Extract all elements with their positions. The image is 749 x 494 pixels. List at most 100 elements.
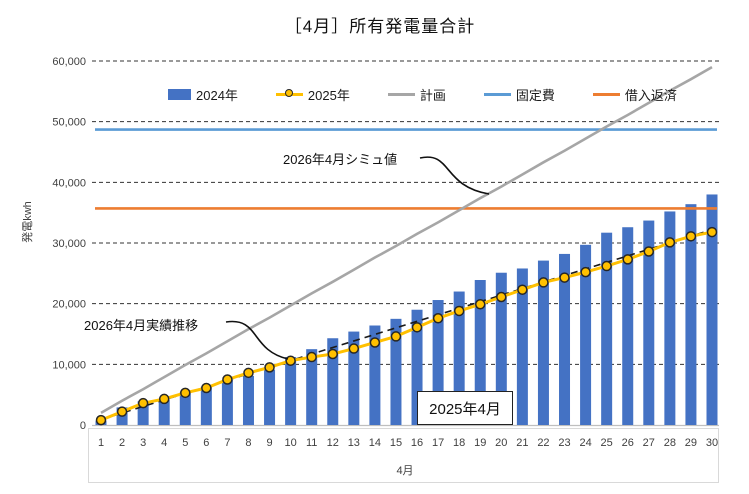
legend-item-2024[interactable]: 2024年	[168, 85, 238, 104]
x-tick-label: 1	[98, 437, 104, 449]
chart-title: ［4月］所有発電量合計	[284, 17, 476, 36]
marker-2025	[222, 374, 233, 385]
y-tick-label: 50,000	[52, 117, 86, 129]
annotation-sim-value: 2026年4月シミュ値	[283, 152, 398, 167]
bar-2024	[306, 349, 318, 425]
x-tick-label: 10	[284, 437, 296, 449]
marker-2025	[517, 284, 528, 295]
marker-2025	[201, 382, 212, 394]
marker-2025	[95, 414, 107, 426]
bar-2024	[242, 375, 254, 425]
marker-2025	[622, 254, 633, 265]
bar-2024	[348, 331, 360, 425]
marker-2025	[306, 351, 317, 363]
marker-2025	[706, 226, 718, 238]
y-tick-label: 10,000	[52, 359, 86, 371]
x-label-box	[88, 428, 719, 483]
marker-2025	[158, 393, 170, 405]
marker-2025	[538, 277, 549, 288]
circle-marker-icon	[284, 89, 293, 97]
marker-2025	[180, 387, 191, 399]
x-tick-label: 24	[579, 437, 591, 449]
x-tick-label: 28	[664, 437, 676, 449]
x-tick-label: 12	[327, 437, 339, 449]
bar-2024	[453, 291, 465, 425]
bar-2024	[200, 386, 212, 425]
x-tick-label: 17	[432, 437, 444, 449]
bar-2024	[432, 300, 444, 425]
bar-2024	[706, 194, 718, 425]
bar-2024	[369, 325, 381, 425]
line-swatch-icon	[592, 93, 620, 96]
bar-2024	[622, 227, 634, 425]
x-tick-label: 6	[203, 437, 209, 449]
y-axis-title: 発電kwh	[20, 201, 34, 243]
y-tick-label: 20,000	[52, 299, 86, 311]
bar-swatch-icon	[168, 89, 191, 100]
x-tick-label: 21	[516, 437, 528, 449]
bar-2024	[264, 369, 276, 425]
legend-label: 借入返済	[624, 88, 677, 103]
bar-2024	[285, 357, 297, 425]
legend-item-2025[interactable]: 2025年	[275, 85, 350, 104]
marker-2025	[116, 406, 128, 417]
legend-label: 固定費	[515, 88, 555, 103]
x-tick-label: 16	[411, 437, 423, 449]
x-tick-label: 30	[706, 437, 718, 449]
legend-label: 計画	[419, 88, 446, 103]
marker-2025	[285, 355, 296, 366]
x-tick-label: 11	[306, 437, 317, 449]
bar-2024	[643, 220, 655, 425]
marker-2025	[369, 337, 381, 348]
bar-2024	[137, 401, 149, 425]
line-swatch-icon	[387, 93, 415, 96]
x-tick-label: 19	[474, 437, 486, 449]
callout-actual-curve	[225, 320, 289, 360]
bar-2024	[327, 338, 339, 425]
marker-2025	[264, 362, 275, 373]
marker-2025	[643, 246, 655, 257]
x-tick-label: 14	[369, 437, 381, 449]
x-tick-label: 23	[558, 437, 570, 449]
marker-2025	[474, 299, 486, 310]
marker-2025	[453, 305, 465, 317]
x-tick-label: 9	[266, 437, 272, 449]
bar-2024	[601, 232, 613, 425]
bar-2024	[537, 260, 549, 425]
x-tick-label: 15	[390, 437, 402, 449]
bar-2024	[474, 280, 486, 425]
x-tick-label: 18	[453, 437, 465, 449]
y-tick-label: 0	[80, 420, 86, 432]
legend-item-fixed-cost[interactable]: 固定費	[483, 85, 555, 104]
x-tick-label: 4	[161, 437, 167, 449]
legend: 2024年 2025年 計画 固定費 借入返済	[168, 85, 677, 104]
x-tick-label: 20	[495, 437, 507, 449]
bar-2024	[495, 272, 507, 425]
bar-2024	[390, 318, 402, 425]
plan-line	[100, 65, 713, 414]
x-tick-label: 27	[643, 437, 655, 449]
legend-item-loan[interactable]: 借入返済	[592, 85, 677, 104]
bar-2024	[158, 399, 170, 425]
x-tick-label: 5	[182, 437, 188, 449]
annotation-month-box: 2025年4月	[417, 391, 513, 425]
x-tick-label: 13	[348, 437, 360, 449]
x-tick-label: 29	[685, 437, 697, 449]
bar-2024	[580, 244, 592, 425]
x-tick-label: 22	[537, 437, 549, 449]
y-tick-label: 60,000	[52, 56, 86, 68]
marker-2025	[496, 291, 507, 303]
marker-2025	[559, 272, 570, 283]
marker-2025	[685, 231, 697, 242]
legend-item-plan[interactable]: 計画	[387, 85, 446, 104]
bar-2024	[221, 380, 233, 425]
x-tick-label: 2	[119, 437, 125, 449]
marker-2025	[664, 237, 676, 248]
bar-2024	[559, 253, 571, 425]
marker-2025	[390, 331, 402, 342]
trend-dashed-line	[100, 228, 713, 421]
callout-sim-curve	[419, 156, 490, 195]
x-tick-label: 25	[601, 437, 613, 449]
